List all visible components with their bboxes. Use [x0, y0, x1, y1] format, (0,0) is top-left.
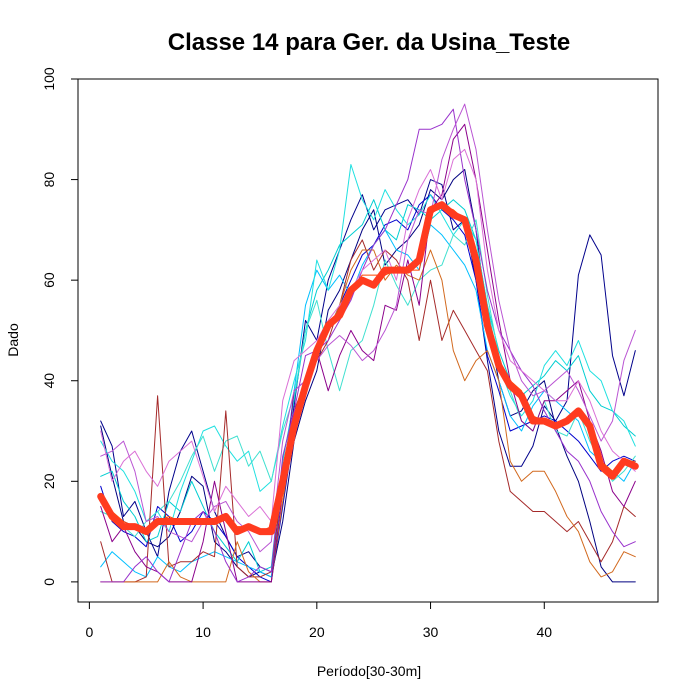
y-tick-label: 60 — [41, 272, 57, 288]
y-tick-label: 80 — [41, 172, 57, 188]
chart-title: Classe 14 para Ger. da Usina_Teste — [168, 29, 570, 56]
y-tick-label: 0 — [41, 578, 57, 586]
series-line-mean-15 — [97, 201, 639, 536]
series-line-13 — [100, 148, 636, 522]
x-tick-label: 30 — [423, 624, 439, 640]
x-axis: 0 10 20 30 40 — [85, 601, 552, 640]
series-line-12 — [100, 103, 636, 553]
y-tick-label: 20 — [41, 473, 57, 489]
x-axis-label: Período[30-30m] — [317, 663, 421, 679]
series-line-2 — [100, 169, 636, 583]
x-tick-label: 10 — [195, 624, 211, 640]
series-line-11 — [100, 108, 636, 583]
y-axis: 0 20 40 60 80 100 — [41, 67, 79, 586]
x-tick-label: 20 — [309, 624, 325, 640]
series-line-9 — [100, 249, 636, 583]
series-layer — [97, 103, 639, 583]
series-line-6 — [100, 164, 636, 533]
x-tick-label: 0 — [85, 624, 93, 640]
series-line-1 — [100, 179, 636, 573]
series-line-4 — [100, 199, 636, 573]
y-tick-label: 40 — [41, 373, 57, 389]
x-tick-label: 40 — [536, 624, 552, 640]
series-line-8 — [100, 239, 636, 583]
y-tick-label: 100 — [41, 67, 57, 91]
series-line-10 — [100, 123, 636, 583]
y-axis-label: Dado — [5, 323, 21, 357]
series-line-7 — [100, 219, 636, 538]
